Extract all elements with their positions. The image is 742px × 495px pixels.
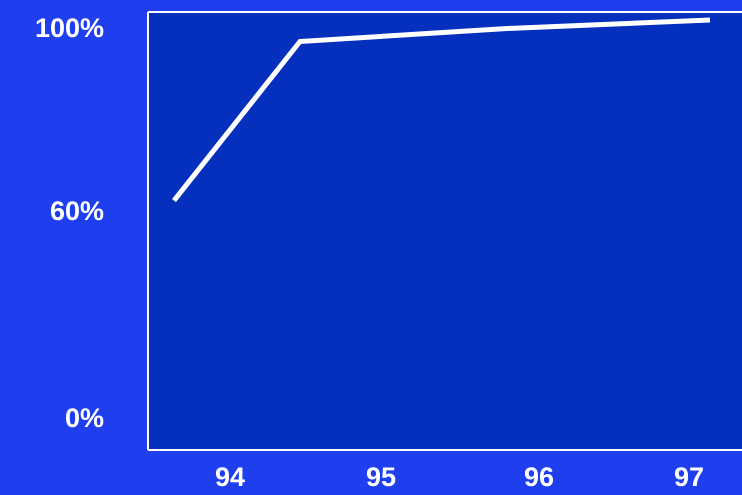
series-line-0 bbox=[172, 17, 711, 203]
series-layer bbox=[172, 17, 711, 203]
y-tick-labels: 100% 60% 0% bbox=[35, 13, 104, 433]
x-tick-label-95: 95 bbox=[366, 462, 396, 492]
y-tick-label-60: 60% bbox=[50, 196, 104, 226]
x-tick-label-96: 96 bbox=[524, 462, 554, 492]
plot-area bbox=[148, 12, 742, 450]
y-tick-label-100: 100% bbox=[35, 13, 104, 43]
y-tick-label-0: 0% bbox=[65, 403, 104, 433]
x-tick-labels: 94 95 96 97 bbox=[215, 462, 704, 492]
x-tick-label-97: 97 bbox=[674, 462, 704, 492]
x-tick-label-94: 94 bbox=[215, 462, 245, 492]
